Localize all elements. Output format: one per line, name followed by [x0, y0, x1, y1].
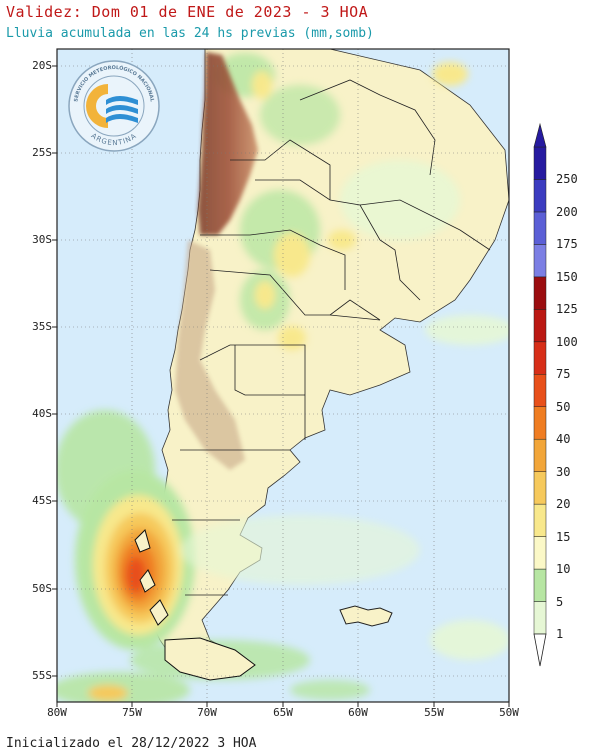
lon-label-75w: 75W	[122, 706, 142, 719]
colorbar-swatch	[533, 244, 547, 278]
lat-label-45s: 45S	[32, 494, 52, 507]
lat-label-25s: 25S	[32, 146, 52, 159]
colorbar-top-arrow	[533, 122, 547, 148]
colorbar-swatch	[533, 276, 547, 310]
lat-label-30s: 30S	[32, 233, 52, 246]
map-title: Validez: Dom 01 de ENE de 2023 - 3 HOA	[6, 3, 369, 21]
falkland-islands	[339, 605, 393, 627]
colorbar-swatch	[533, 438, 547, 472]
lon-label-65w: 65W	[273, 706, 293, 719]
colorbar-swatch	[533, 568, 547, 602]
lon-label-80w: 80W	[47, 706, 67, 719]
colorbar-label: 75	[556, 367, 571, 382]
colorbar-label: 50	[556, 399, 571, 414]
map-subtitle: Lluvia acumulada en las 24 hs previas (m…	[6, 26, 374, 41]
colorbar-label: 5	[556, 594, 564, 609]
colorbar-label: 15	[556, 529, 571, 544]
andes-relief	[198, 52, 258, 235]
lat-label-35s: 35S	[32, 320, 52, 333]
colorbar-swatch	[533, 406, 547, 440]
colorbar-label: 100	[556, 334, 578, 349]
lat-label-55s: 55S	[32, 669, 52, 682]
lat-label-50s: 50S	[32, 582, 52, 595]
colorbar-swatch	[533, 341, 547, 375]
colorbar-swatch	[533, 536, 547, 570]
init-time: Inicializado el 28/12/2022 3 HOA	[6, 736, 257, 751]
graticule	[57, 49, 509, 702]
colorbar-label: 10	[556, 562, 571, 577]
lon-label-55w: 55W	[424, 706, 444, 719]
colorbar-label: 1	[556, 627, 564, 641]
colorbar-label: 250	[556, 172, 578, 187]
relief-patagonia	[175, 240, 245, 470]
colorbar-swatch	[533, 309, 547, 343]
lon-label-70w: 70W	[197, 706, 217, 719]
colorbar-bottom-arrow	[533, 633, 547, 667]
colorbar-swatch	[533, 211, 547, 245]
colorbar-label: 150	[556, 269, 578, 284]
lon-label-50w: 50W	[499, 706, 519, 719]
colorbar-label: 125	[556, 302, 578, 317]
colorbar-swatch	[533, 146, 547, 180]
colorbar-swatch	[533, 601, 547, 635]
colorbar-label: 175	[556, 237, 578, 252]
lat-label-20s: 20S	[32, 59, 52, 72]
colorbar-label: 200	[556, 204, 578, 219]
province-borders	[172, 79, 491, 596]
colorbar-label: 30	[556, 464, 571, 479]
colorbar-swatch	[533, 503, 547, 537]
smn-logo: SERVICIO METEOROLÓGICO NACIONAL ARGENTIN…	[68, 60, 160, 152]
colorbar-swatch	[533, 471, 547, 505]
colorbar-label: 40	[556, 432, 571, 447]
axis-ticks	[52, 65, 510, 707]
lat-label-40s: 40S	[32, 407, 52, 420]
colorbar-swatch	[533, 179, 547, 213]
colorbar-label: 20	[556, 497, 571, 512]
lon-label-60w: 60W	[348, 706, 368, 719]
colorbar-swatch	[533, 374, 547, 407]
tierra-del-fuego	[134, 529, 256, 681]
